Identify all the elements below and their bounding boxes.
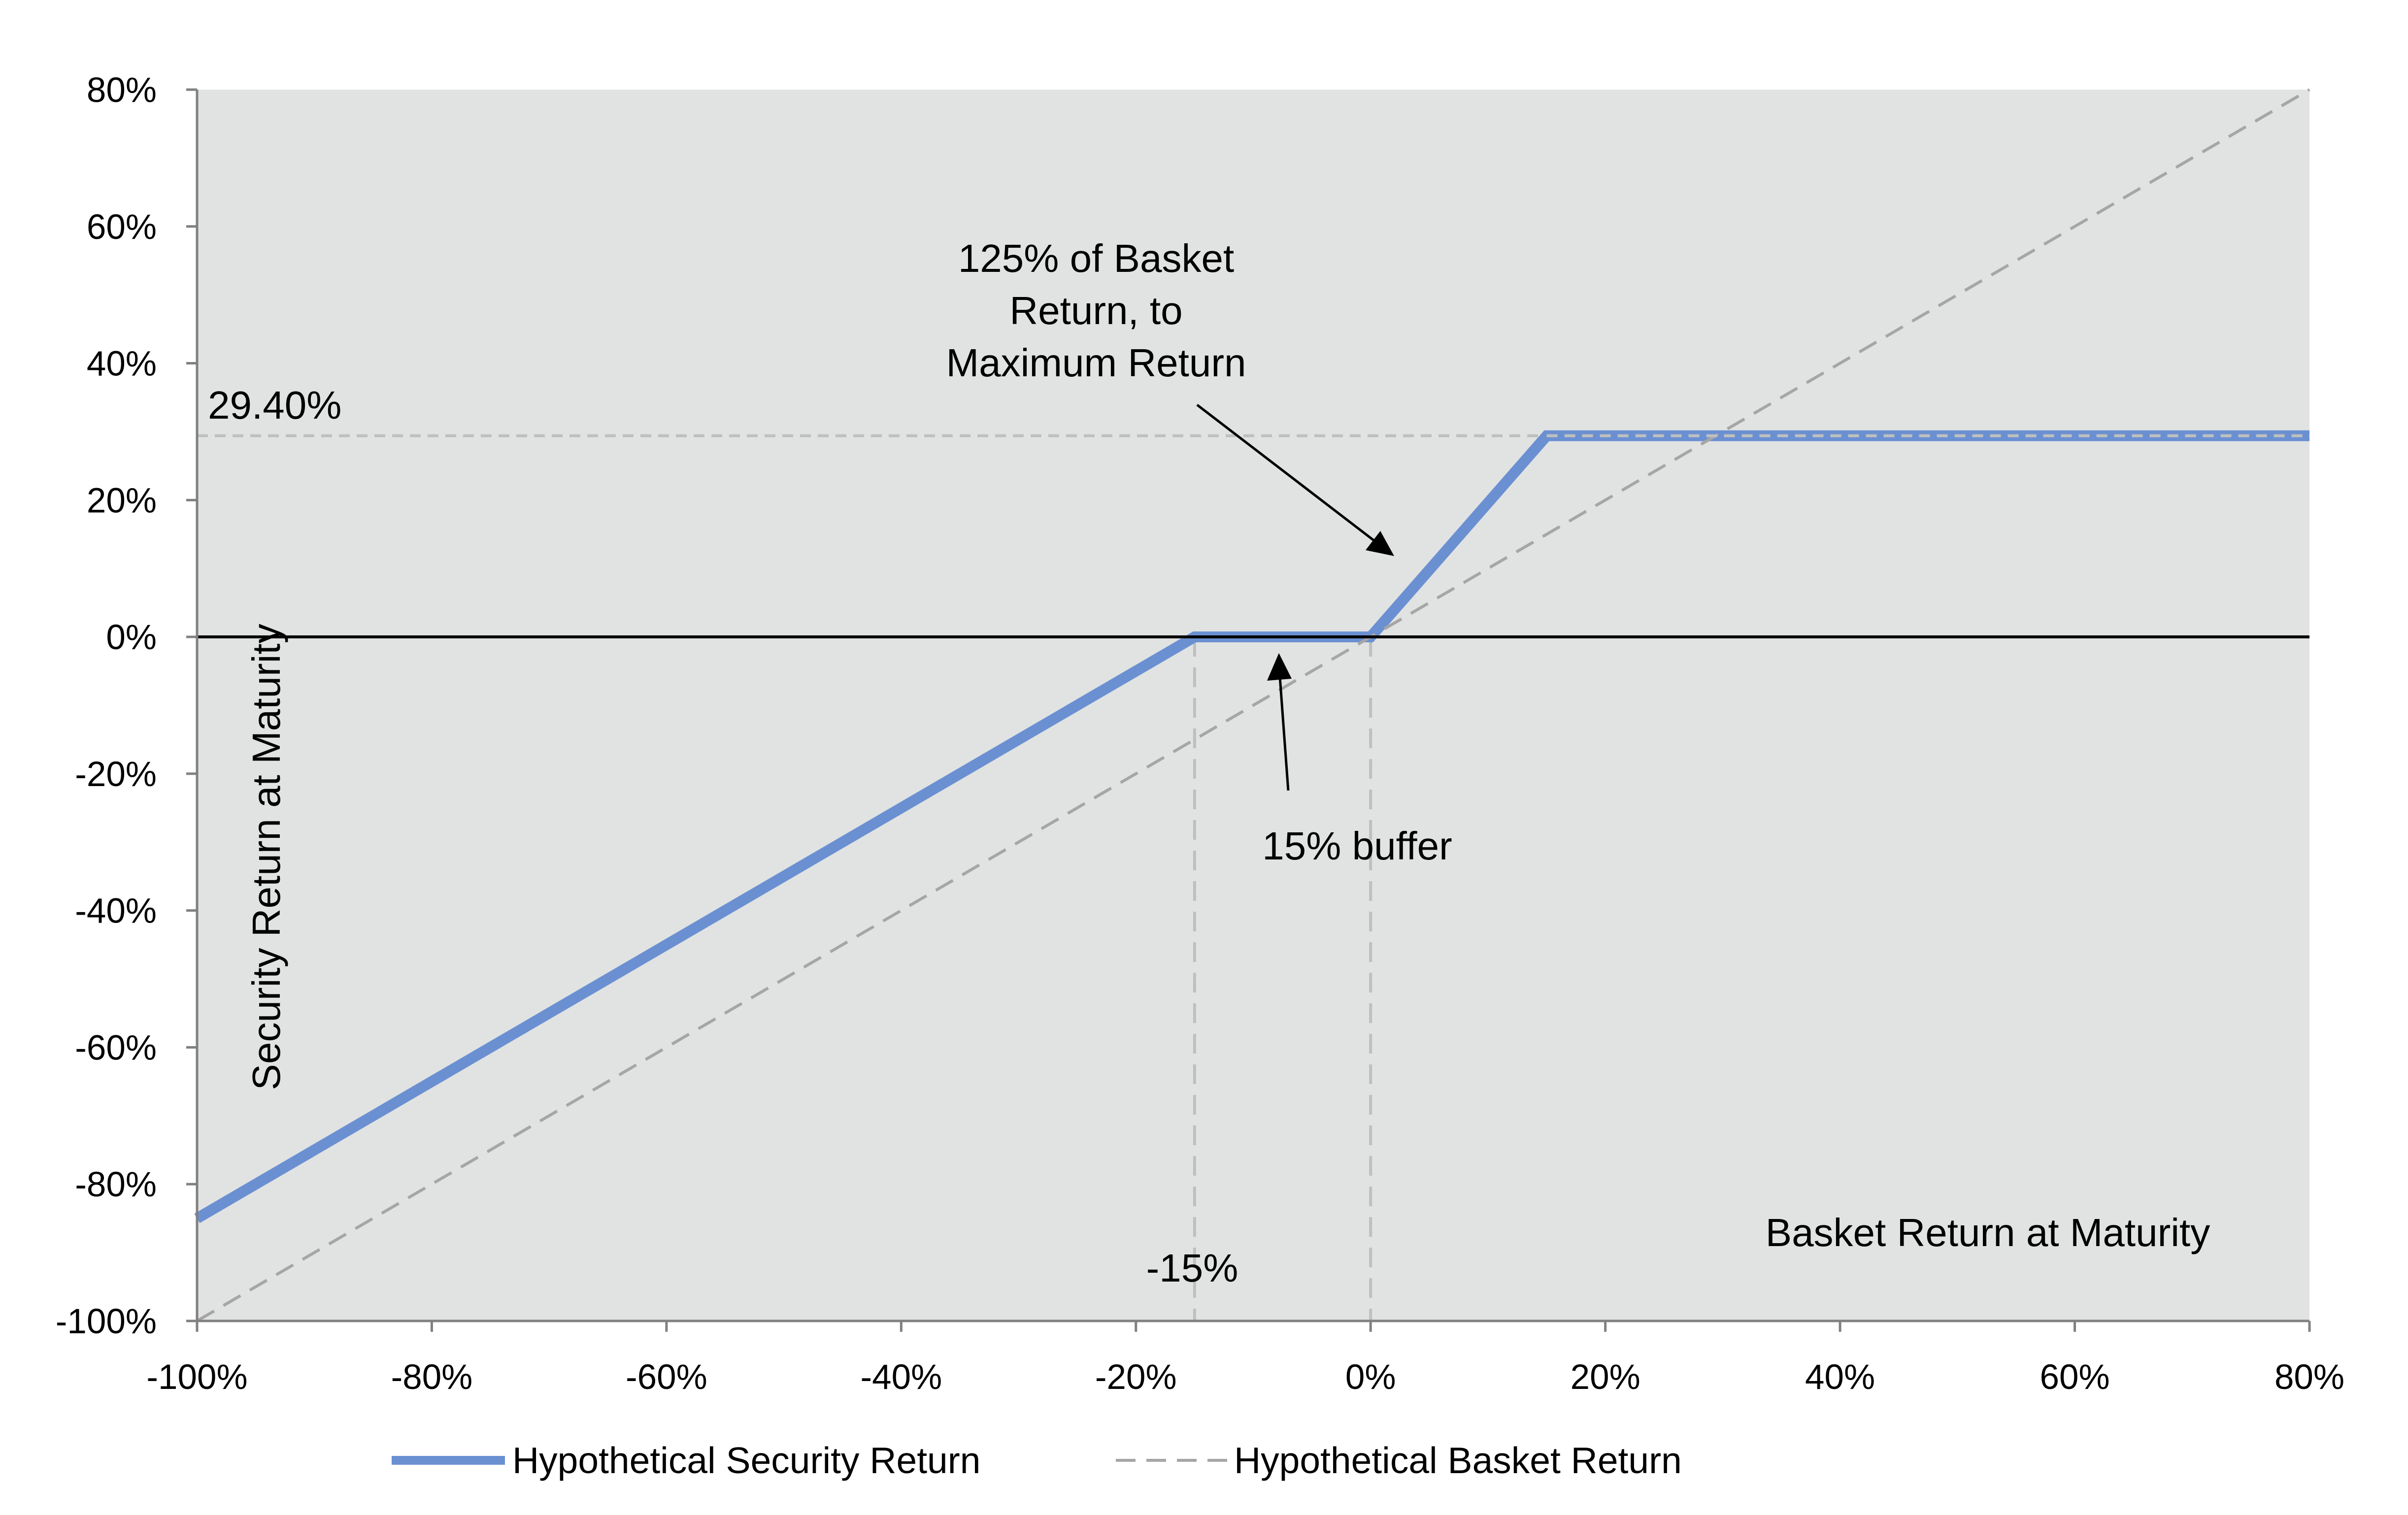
x-tick-label: -80%: [391, 1358, 473, 1397]
x-tick-label: 40%: [1805, 1358, 1875, 1397]
participation-annotation-line-3: Maximum Return: [946, 341, 1246, 385]
y-tick-label: 80%: [87, 71, 157, 110]
y-tick-label: -20%: [75, 755, 157, 794]
y-tick-label: 60%: [87, 208, 157, 247]
annotations: 125% of Basket Return, to Maximum Return…: [208, 236, 2210, 1290]
legend-label-security: Hypothetical Security Return: [512, 1440, 980, 1481]
x-axis-title: Basket Return at Maturity: [1766, 1211, 2210, 1254]
y-tick-label: -80%: [75, 1165, 157, 1204]
y-axis-title: Security Return at Maturity: [244, 624, 288, 1090]
x-tick-label: -100%: [146, 1358, 247, 1397]
x-tick-label: -40%: [860, 1358, 942, 1397]
participation-annotation-line-1: 125% of Basket: [958, 236, 1234, 280]
y-tick-label: 40%: [87, 345, 157, 384]
x-tick-label: -20%: [1095, 1358, 1177, 1397]
y-tick-label: 20%: [87, 481, 157, 520]
x-tick-label: 20%: [1571, 1358, 1640, 1397]
x-tick-label: 80%: [2274, 1358, 2344, 1397]
participation-arrow: [1196, 404, 1394, 556]
y-tick-label: -100%: [56, 1302, 157, 1341]
x-tick-label: -60%: [626, 1358, 707, 1397]
buffer-annotation: 15% buffer: [1262, 824, 1452, 868]
legend-label-basket: Hypothetical Basket Return: [1234, 1440, 1682, 1481]
participation-annotation-line-2: Return, to: [1009, 289, 1182, 332]
x-tick-label: 60%: [2040, 1358, 2110, 1397]
buffer-level-label: -15%: [1146, 1246, 1238, 1290]
legend: Hypothetical Security Return Hypothetica…: [392, 1440, 1682, 1481]
y-tick-label: -40%: [75, 892, 157, 931]
x-tick-label: 0%: [1345, 1358, 1396, 1397]
buffer-arrow: [1267, 653, 1292, 791]
y-tick-label: -60%: [75, 1028, 157, 1067]
basket-return-line: [196, 88, 2310, 1322]
axes: 80% 60% 40% 20% 0% -20% -40% -60% -80% -100% -100%…: [56, 71, 2344, 1397]
y-tick-label: 0%: [106, 618, 157, 657]
cap-label: 29.40%: [208, 383, 341, 427]
